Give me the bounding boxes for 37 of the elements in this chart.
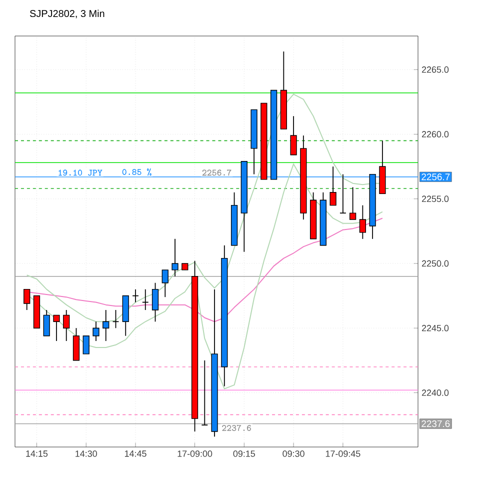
x-tick-label: 17-09:45 <box>326 450 360 457</box>
ref-line-label: 2256.7 <box>422 174 450 180</box>
candlestick <box>330 166 336 206</box>
y-tick-label: 2255.0 <box>422 196 449 202</box>
y-tick-label: 2240.0 <box>422 390 449 396</box>
y-tick-label: 2245.0 <box>422 324 449 332</box>
annotation: 2237.6 <box>222 424 251 431</box>
x-tick-label: 14:15 <box>26 450 48 457</box>
y-tick-label: 2250.0 <box>422 260 449 267</box>
y-tick-label: 2260.0 <box>422 131 449 138</box>
candlestick <box>43 310 50 336</box>
candlestick <box>63 310 70 342</box>
candlestick <box>53 314 60 342</box>
candlestick <box>340 174 346 214</box>
candlestick <box>172 238 178 277</box>
x-tick-label: 14:45 <box>124 450 146 457</box>
y-tick-label: 2265.0 <box>422 66 449 73</box>
candlestick <box>152 282 159 322</box>
candlestick <box>82 335 90 354</box>
x-tick-label: 09:30 <box>282 450 304 457</box>
candlestick <box>350 186 356 220</box>
candlestick <box>112 310 120 329</box>
chart-title: SJPJ2802, 3 Min <box>30 10 104 18</box>
candlestick <box>201 360 208 426</box>
annotation: 19.10 JPY <box>58 170 102 176</box>
ref-line-label: 2237.6 <box>422 420 450 428</box>
candlestick <box>102 310 110 342</box>
candlestick <box>92 321 100 342</box>
annotation: 0.85 % <box>122 168 152 176</box>
x-tick-label: 09:15 <box>233 450 255 457</box>
annotation: 2256.7 <box>202 170 232 176</box>
candlestick <box>290 116 297 156</box>
x-tick-label: 14:30 <box>76 450 97 457</box>
x-tick-label: 17-09:00 <box>178 450 212 457</box>
candlestick <box>359 204 366 240</box>
candlestick <box>24 288 30 310</box>
candlestick <box>162 269 168 298</box>
